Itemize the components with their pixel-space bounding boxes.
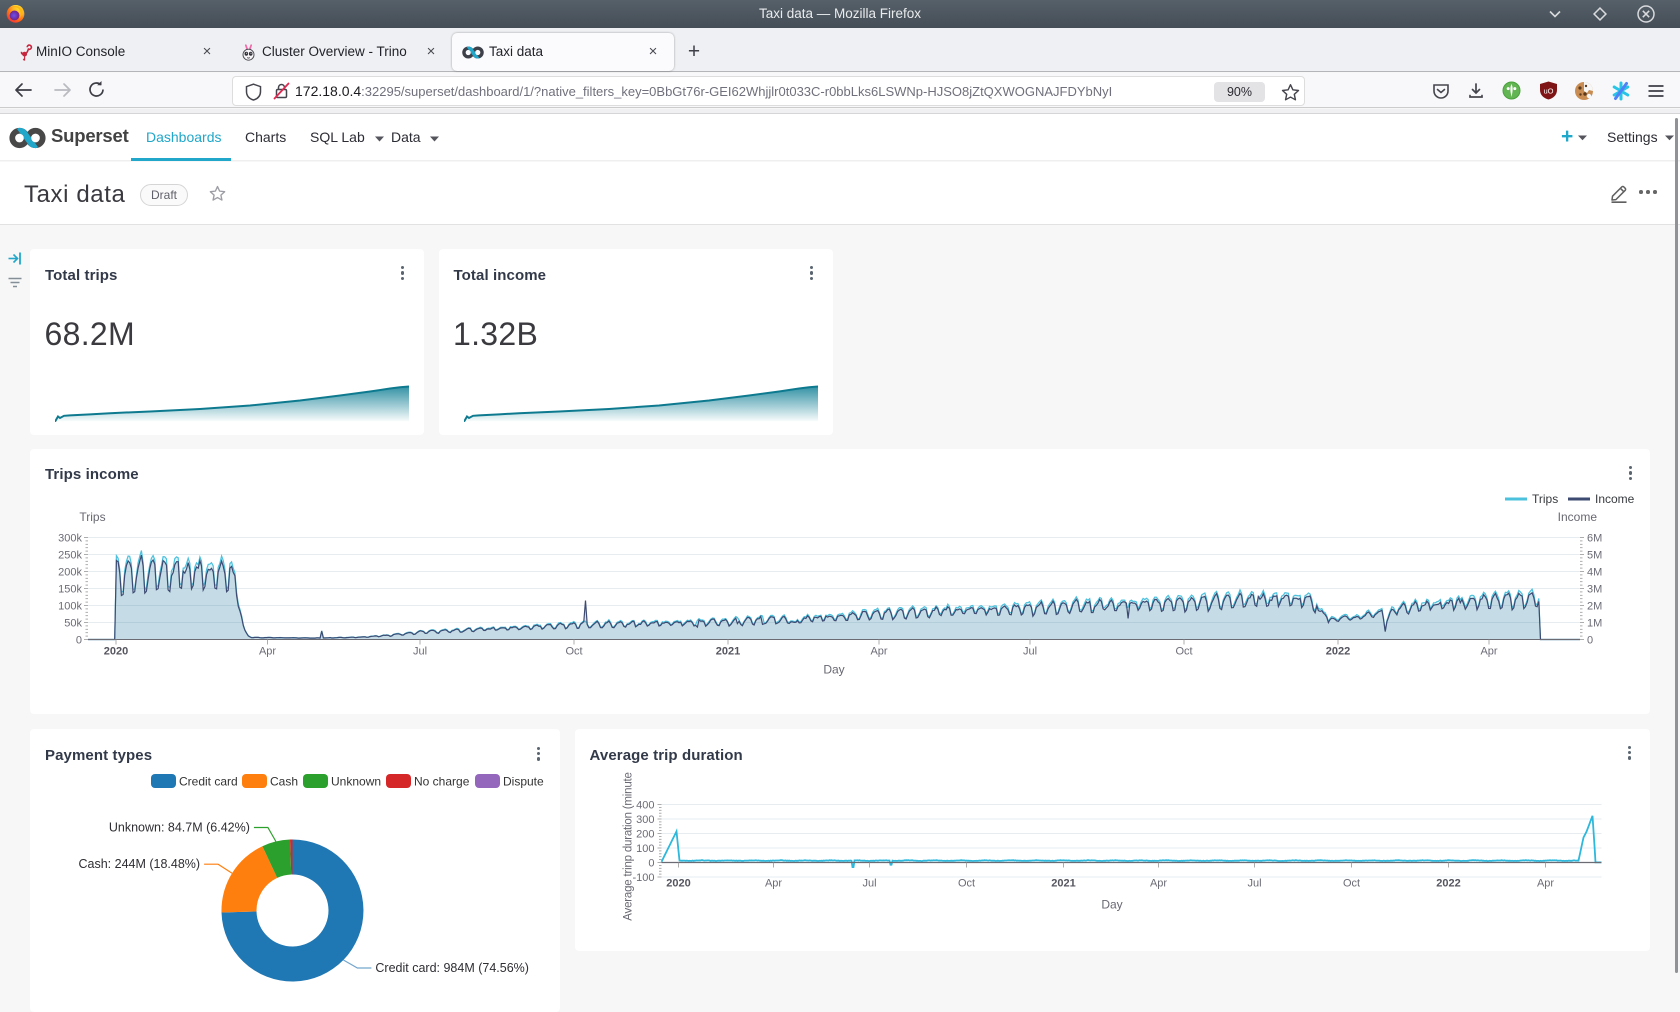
svg-text:Jul: Jul (1247, 877, 1261, 889)
svg-text:0: 0 (648, 857, 654, 869)
svg-text:4M: 4M (1587, 567, 1602, 579)
svg-text:0: 0 (76, 635, 82, 647)
svg-text:2022: 2022 (1326, 646, 1350, 658)
svg-text:Unknown: Unknown (331, 774, 381, 788)
svg-text:No charge: No charge (414, 774, 470, 788)
svg-text:-100: -100 (632, 872, 654, 884)
svg-text:Oct: Oct (1342, 877, 1359, 889)
svg-text:Jul: Jul (862, 877, 876, 889)
svg-text:Income: Income (1558, 510, 1598, 524)
svg-text:Jul: Jul (413, 646, 427, 658)
svg-text:Income: Income (1595, 492, 1635, 506)
svg-text:Apr: Apr (764, 877, 781, 889)
svg-text:2020: 2020 (666, 877, 690, 889)
svg-text:2022: 2022 (1436, 877, 1460, 889)
svg-text:300: 300 (636, 814, 654, 826)
svg-text:400: 400 (636, 799, 654, 811)
svg-text:Trips: Trips (79, 510, 105, 524)
svg-text:3M: 3M (1587, 584, 1602, 596)
svg-text:Oct: Oct (957, 877, 974, 889)
svg-text:Apr: Apr (1536, 877, 1553, 889)
svg-text:Cash: Cash (270, 774, 298, 788)
svg-text:Oct: Oct (565, 646, 582, 658)
svg-text:100k: 100k (58, 601, 82, 613)
svg-text:Unknown: 84.7M (6.42%): Unknown: 84.7M (6.42%) (109, 820, 250, 834)
svg-text:Oct: Oct (1175, 646, 1192, 658)
svg-text:200k: 200k (58, 567, 82, 579)
svg-text:6M: 6M (1587, 533, 1602, 545)
svg-text:uO: uO (1543, 87, 1553, 96)
svg-text:2021: 2021 (1051, 877, 1075, 889)
svg-text:Day: Day (1101, 897, 1122, 911)
svg-text:Cash: 244M (18.48%): Cash: 244M (18.48%) (79, 857, 201, 871)
svg-text:0: 0 (1587, 635, 1593, 647)
svg-text:2021: 2021 (716, 646, 740, 658)
svg-text:Credit card: 984M (74.56%): Credit card: 984M (74.56%) (375, 961, 529, 975)
svg-text:250k: 250k (58, 550, 82, 562)
svg-text:150k: 150k (58, 584, 82, 596)
svg-text:Average trinp duration (minute: Average trinp duration (minute (622, 772, 634, 921)
svg-text:Day: Day (823, 663, 844, 677)
svg-text:50k: 50k (64, 618, 82, 630)
svg-text:Trips: Trips (1532, 492, 1558, 506)
svg-text:300k: 300k (58, 533, 82, 545)
svg-text:Apr: Apr (1149, 877, 1166, 889)
svg-text:100: 100 (636, 843, 654, 855)
svg-text:Apr: Apr (259, 646, 276, 658)
svg-text:5M: 5M (1587, 550, 1602, 562)
svg-text:Jul: Jul (1023, 646, 1037, 658)
svg-text:2020: 2020 (104, 646, 128, 658)
svg-text:Apr: Apr (870, 646, 887, 658)
svg-text:Dispute: Dispute (503, 774, 544, 788)
svg-text:Apr: Apr (1480, 646, 1497, 658)
svg-text:1M: 1M (1587, 618, 1602, 630)
svg-text:200: 200 (636, 828, 654, 840)
svg-text:Credit card: Credit card (179, 774, 238, 788)
svg-text:2M: 2M (1587, 601, 1602, 613)
